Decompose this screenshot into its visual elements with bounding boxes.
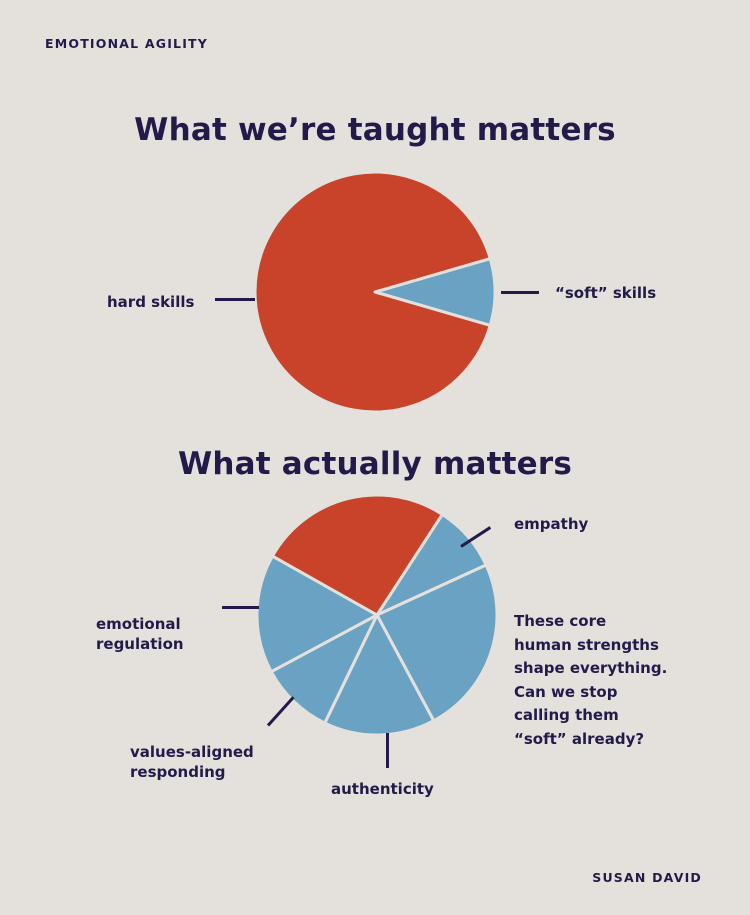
pie-slice: [323, 613, 436, 737]
annotation-line: “soft” already?: [514, 729, 645, 748]
pie-chart-taught: [253, 170, 497, 414]
annotation-line: calling them: [514, 706, 619, 724]
label-soft-skills: “soft” skills: [555, 284, 657, 302]
pie-slice: [253, 170, 492, 414]
leader-emotional-regulation: [222, 606, 259, 609]
label-hard-skills: hard skills: [107, 293, 195, 311]
annotation-note: These core human strengths shape everyth…: [514, 610, 714, 751]
leader-soft-skills: [501, 291, 539, 294]
label-empathy: empathy: [514, 515, 589, 533]
annotation-line: Can we stop: [514, 682, 618, 701]
leader-hard-skills: [215, 298, 255, 301]
chart-2-title: What actually matters: [178, 446, 572, 482]
annotation-line: human strengths: [514, 635, 659, 654]
pie-slice: [375, 563, 499, 723]
annotation-line: These core: [514, 612, 607, 630]
label-values-aligned: values-aligned responding: [130, 743, 254, 781]
pie-slice: [270, 493, 444, 617]
pie-slice: [255, 554, 379, 674]
label-emotional-regulation: emotional regulation: [96, 615, 184, 653]
chart-1-title: What we’re taught matters: [134, 112, 616, 148]
eyebrow-label: EMOTIONAL AGILITY: [45, 36, 209, 51]
annotation-line: shape everything.: [514, 659, 668, 677]
pie-chart-actual: [255, 493, 499, 737]
label-authenticity: authenticity: [331, 780, 434, 798]
author-credit: SUSAN DAVID: [592, 870, 702, 885]
leader-authenticity: [386, 733, 389, 768]
